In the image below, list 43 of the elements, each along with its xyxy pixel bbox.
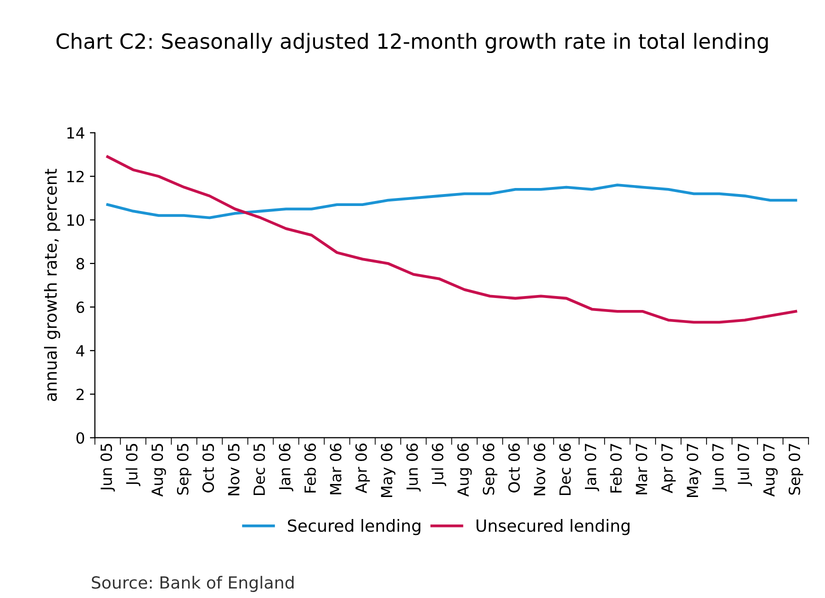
legend-label: Unsecured lending bbox=[476, 519, 630, 536]
x-tick-label: May 07 bbox=[686, 444, 702, 497]
y-tick-label: 4 bbox=[76, 345, 84, 356]
x-tick-label: Apr 07 bbox=[661, 444, 676, 494]
x-tick-label: Jun 06 bbox=[406, 444, 421, 492]
x-tick-label: Jun 07 bbox=[712, 444, 727, 492]
y-tick-label: 10 bbox=[67, 214, 84, 226]
x-tick-label: Nov 05 bbox=[228, 444, 240, 496]
x-tick-label: Mar 06 bbox=[330, 444, 342, 494]
x-tick-label: Sep 07 bbox=[788, 444, 804, 495]
line-series bbox=[106, 155, 798, 324]
source-note: Source: Bank of England bbox=[92, 576, 294, 592]
x-tick-label: Oct 05 bbox=[202, 444, 214, 492]
x-tick-label: Aug 06 bbox=[457, 444, 472, 497]
x-tick-label: Jul 06 bbox=[432, 444, 446, 486]
x-tick-label: Jul 05 bbox=[126, 444, 140, 486]
x-tick-label: Apr 06 bbox=[355, 444, 370, 494]
y-tick-label: 6 bbox=[76, 301, 84, 314]
x-tick-label: Aug 05 bbox=[151, 444, 166, 497]
x-tick-label: Oct 06 bbox=[508, 444, 520, 492]
x-tick-label: Dec 06 bbox=[559, 444, 571, 495]
x-tick-label: Feb 06 bbox=[304, 444, 316, 492]
x-tick-label: Jan 07 bbox=[584, 444, 600, 492]
legend-label: Secured lending bbox=[288, 519, 420, 536]
y-tick-label: 2 bbox=[76, 388, 84, 400]
x-tick-label: Sep 06 bbox=[482, 444, 498, 495]
y-tick-label: 12 bbox=[67, 170, 84, 182]
line-series bbox=[106, 184, 798, 220]
y-tick-label: 8 bbox=[76, 258, 84, 270]
x-tick-label: Aug 07 bbox=[763, 444, 778, 497]
y-axis-title: annual growth rate, percent bbox=[44, 168, 60, 402]
y-tick-label: 0 bbox=[76, 432, 84, 444]
y-tick-label: 14 bbox=[67, 127, 84, 139]
x-tick-label: Dec 05 bbox=[253, 444, 265, 495]
x-tick-label: Jul 07 bbox=[737, 444, 752, 486]
x-tick-label: Mar 07 bbox=[636, 444, 648, 494]
x-tick-label: May 06 bbox=[380, 444, 396, 497]
chart-title: Chart C2: Seasonally adjusted 12-month growth rate in total lending bbox=[56, 32, 768, 54]
x-tick-label: Jan 06 bbox=[278, 444, 294, 492]
x-tick-label: Sep 05 bbox=[176, 444, 192, 495]
x-tick-label: Jun 05 bbox=[100, 444, 115, 492]
x-tick-label: Nov 06 bbox=[534, 444, 546, 496]
x-tick-label: Feb 07 bbox=[610, 444, 622, 492]
